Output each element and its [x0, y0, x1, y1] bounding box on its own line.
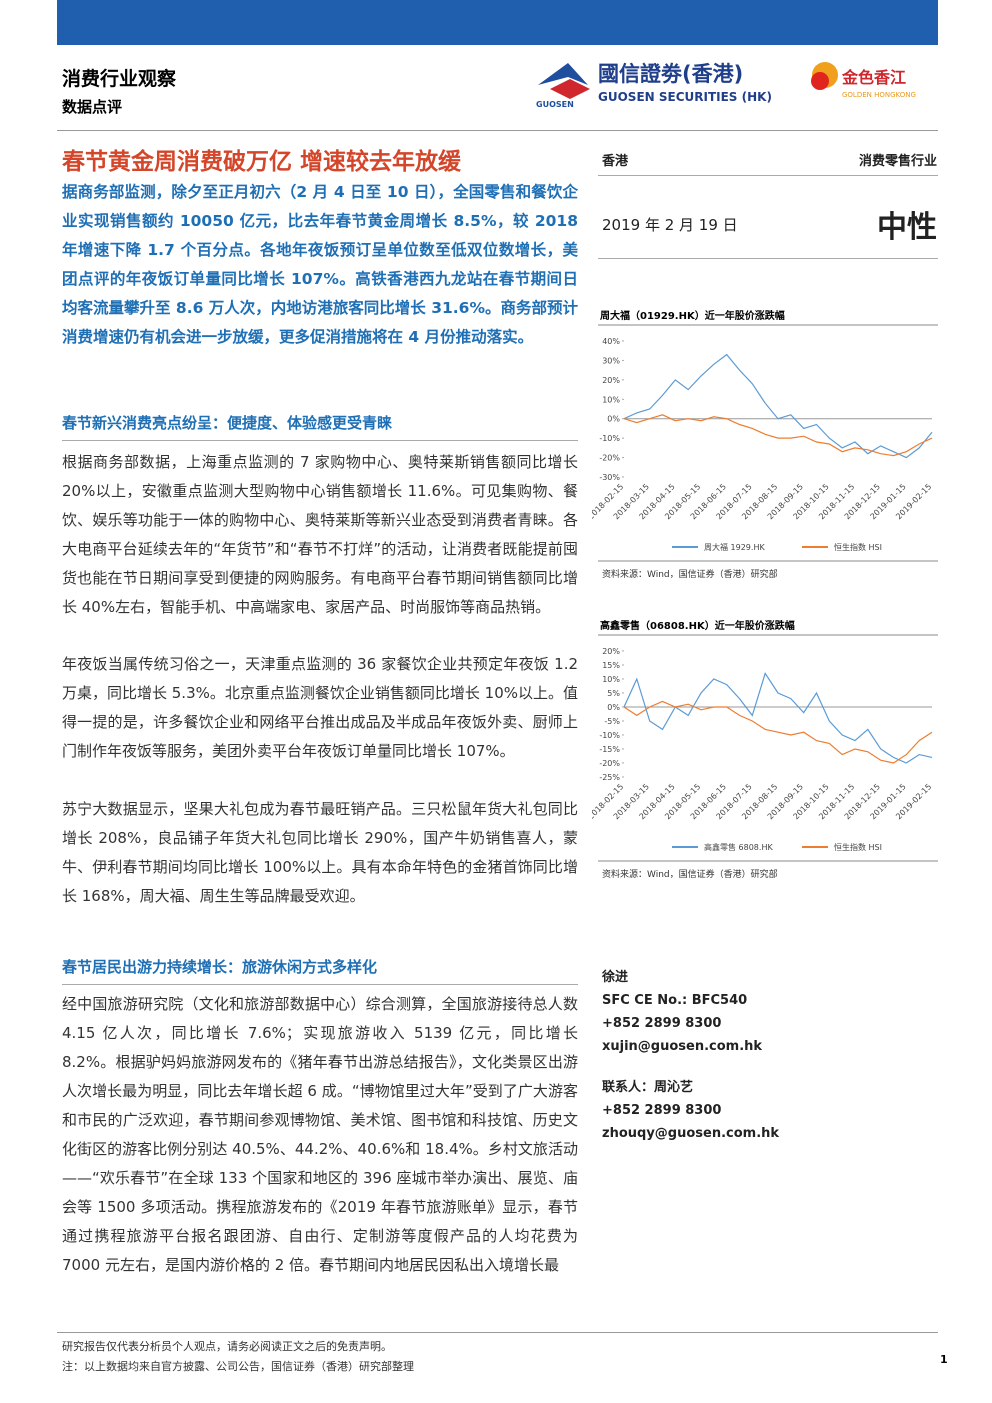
- y-tick-label: -15%: [599, 745, 620, 754]
- y-tick-label: 10%: [602, 675, 620, 684]
- analyst: 徐进 SFC CE No.: BFC540 +852 2899 8300 xuj…: [602, 966, 762, 1058]
- y-tick-label: 20%: [602, 376, 620, 385]
- y-tick-label: 0%: [607, 415, 620, 424]
- y-tick-label: 30%: [602, 356, 620, 365]
- section-heading: 春节居民出游力持续增长：旅游休闲方式多样化: [62, 958, 378, 976]
- analyst-sfc: SFC CE No.: BFC540: [602, 993, 748, 1008]
- legend-label: 周大福 1929.HK: [704, 542, 765, 552]
- rule: [598, 175, 938, 176]
- rule: [62, 440, 578, 441]
- region: 香港: [602, 154, 629, 169]
- rating: 中性: [877, 210, 937, 245]
- y-tick-label: 0%: [607, 703, 620, 712]
- contact-email: zhouqy@guosen.com.hk: [602, 1126, 780, 1141]
- analyst-phone: +852 2899 8300: [602, 1016, 722, 1031]
- source: 资料来源：Wind，国信证券（香港）研究部: [602, 868, 778, 880]
- logo2-cn: 金色香江: [841, 68, 906, 87]
- chart: 周大福（01929.HK）近一年股价涨跌幅 40% 30% 20% 10% 0% -10% -…: [592, 309, 938, 580]
- legend-label: 高鑫零售 6808.HK: [704, 842, 773, 852]
- logo-en: GUOSEN SECURITIES (HK): [598, 90, 772, 104]
- y-tick-label: 10%: [602, 395, 620, 404]
- y-tick-label: -5%: [604, 717, 620, 726]
- logo-cn: 國信證劵(香港): [598, 62, 743, 86]
- paragraph: 年夜饭当属传统习俗之一，天津重点监测的 36 家餐饮企业共预定年夜饭 1.2 万…: [62, 655, 578, 760]
- top-bar: [57, 0, 938, 45]
- paragraph: 经中国旅游研究院（文化和旅游部数据中心）综合测算，全国旅游接待总人数 4.15 …: [62, 995, 578, 1274]
- y-tick-label: -30%: [599, 473, 620, 482]
- line-series: [623, 353, 933, 459]
- rule: [62, 984, 578, 985]
- title: 春节黄金周消费破万亿 增速较去年放缓: [62, 149, 462, 175]
- report-type: 数据点评: [62, 98, 123, 116]
- logo-small: GUOSEN: [536, 100, 574, 109]
- disclaimer: 研究报告仅代表分析员个人观点，请务必阅读正文之后的免责声明。: [62, 1340, 392, 1353]
- legend-label: 恒生指数 HSI: [834, 842, 882, 852]
- chart-title: 高鑫零售（06808.HK）近一年股价涨跌幅: [600, 619, 795, 632]
- y-tick-label: -20%: [599, 454, 620, 463]
- industry: 消费零售行业: [858, 154, 937, 169]
- line-series: [623, 414, 933, 457]
- logo2-en: GOLDEN HONGKONG: [842, 91, 916, 99]
- contact: 联系人：周沁艺 +852 2899 8300 zhouqy@guosen.com…: [602, 1076, 779, 1145]
- y-tick-label: 40%: [602, 337, 620, 346]
- rule: [598, 258, 938, 259]
- line-series: [623, 672, 933, 764]
- footer-rule: [57, 1332, 938, 1333]
- page-number: 1: [940, 1353, 948, 1366]
- y-tick-label: -10%: [599, 731, 620, 740]
- chart-title: 周大福（01929.HK）近一年股价涨跌幅: [600, 309, 785, 322]
- y-tick-label: 20%: [602, 647, 620, 656]
- section-heading: 春节新兴消费亮点纷呈：便捷度、体验感更受青睐: [62, 414, 393, 432]
- paragraph: 根据商务部数据，上海重点监测的 7 家购物中心、奥特莱斯销售额同比增长 20%以…: [62, 453, 578, 616]
- y-tick-label: 5%: [607, 689, 620, 698]
- source: 资料来源：Wind，国信证券（香港）研究部: [602, 568, 778, 580]
- contact-name: 联系人：周沁艺: [602, 1080, 694, 1095]
- series-name: 消费行业观察: [62, 68, 177, 90]
- contact-phone: +852 2899 8300: [602, 1103, 722, 1118]
- y-tick-label: -25%: [599, 773, 620, 782]
- y-tick-label: -10%: [599, 434, 620, 443]
- summary: 据商务部监测，除夕至正月初六（2 月 4 日至 10 日），全国零售和餐饮企业实…: [62, 183, 578, 346]
- analyst-name: 徐进: [602, 970, 629, 985]
- legend-label: 恒生指数 HSI: [834, 542, 882, 552]
- paragraph: 苏宁大数据显示，坚果大礼包成为春节最旺销产品。三只松鼠年货大礼包同比增长 208…: [62, 800, 578, 905]
- line-series: [623, 700, 933, 764]
- date: 2019 年 2 月 19 日: [602, 216, 738, 234]
- header-rule: [57, 130, 938, 131]
- analyst-email: xujin@guosen.com.hk: [602, 1039, 763, 1054]
- y-tick-label: 15%: [602, 661, 620, 670]
- chart: 高鑫零售（06808.HK）近一年股价涨跌幅 20% 15% 10% 5% 0% -5% -1…: [592, 619, 938, 880]
- logos: GUOSEN 國信證劵(香港) GUOSEN SECURITIES (HK) 金…: [536, 62, 916, 109]
- y-tick-label: -20%: [599, 759, 620, 768]
- footer-note: 注：以上数据均来自官方披露、公司公告，国信证券（香港）研究部整理: [62, 1360, 414, 1373]
